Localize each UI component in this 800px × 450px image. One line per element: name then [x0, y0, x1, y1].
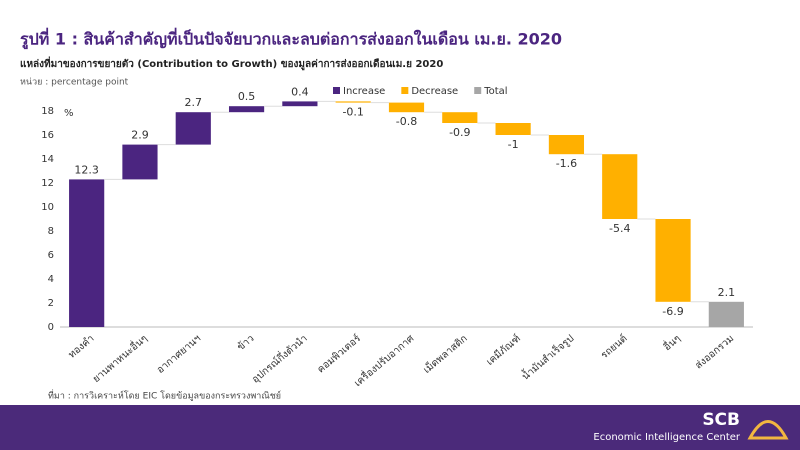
footer-band — [0, 405, 800, 450]
x-tick-label: ทองคำ — [67, 333, 97, 361]
x-tick-label: อุปกรณ์กึ่งตัวนำ — [248, 331, 310, 386]
value-label: -6.9 — [662, 305, 683, 318]
bar — [655, 219, 691, 302]
value-label: -5.4 — [609, 222, 630, 235]
chart-title: รูปที่ 1 : สินค้าสำคัญที่เป็นปัจจัยบวกแล… — [20, 28, 562, 51]
brand: SCB — [702, 410, 740, 430]
bar — [708, 301, 744, 327]
value-label: 0.4 — [291, 85, 309, 98]
unit-note: หน่วย : percentage point — [20, 78, 129, 88]
legend-swatch — [333, 87, 340, 94]
x-tick-label: น้ำมันสำเร็จรูป — [518, 331, 576, 383]
legend-label: Increase — [343, 86, 385, 97]
legend-label: Decrease — [411, 86, 458, 97]
x-tick-label: เม็ดพลาสติก — [420, 331, 470, 376]
y-axis-label: % — [64, 108, 74, 119]
bar — [602, 154, 638, 219]
y-tick-label: 0 — [48, 322, 54, 333]
x-tick-label: คอมพิวเตอร์ — [315, 332, 364, 376]
bar — [548, 135, 585, 155]
legend-swatch — [474, 87, 482, 94]
bar — [69, 179, 105, 327]
bar — [122, 144, 158, 180]
y-tick-label: 10 — [41, 202, 54, 213]
y-tick-label: 8 — [48, 226, 54, 237]
y-tick-label: 6 — [48, 250, 54, 261]
bar — [335, 101, 371, 103]
x-tick-label: อื่นๆ — [660, 331, 683, 353]
legend-label: Total — [483, 86, 507, 97]
x-tick-label: รถยนต์ — [598, 332, 629, 361]
x-tick-label: อากาศยานฯ — [155, 333, 203, 376]
value-label: -0.9 — [449, 126, 470, 139]
y-tick-label: 4 — [48, 274, 54, 285]
value-label: -0.1 — [342, 106, 363, 119]
value-label: 2.9 — [131, 129, 149, 142]
y-tick-label: 16 — [41, 130, 54, 141]
y-tick-label: 2 — [48, 298, 54, 309]
bar — [282, 101, 318, 107]
value-label: -1 — [508, 138, 519, 151]
x-tick-label: ยานพาหนะอื่นๆ — [89, 331, 150, 385]
bar — [388, 102, 425, 113]
x-tick-label: เคมีภัณฑ์ — [484, 332, 523, 367]
x-tick-label: ส่งออกรวม — [693, 333, 736, 371]
value-label: 0.5 — [238, 90, 256, 103]
value-label: 2.7 — [185, 96, 203, 109]
brand-sub: Economic Intelligence Center — [593, 432, 740, 443]
chart-subtitle: แหล่งที่มาของการขยายตัว (Contribution to… — [20, 56, 443, 71]
brand-logo — [747, 420, 789, 440]
bar — [442, 112, 478, 123]
y-tick-label: 14 — [41, 154, 54, 165]
value-label: 2.1 — [718, 286, 736, 299]
value-label: -1.6 — [556, 157, 577, 170]
bar — [228, 106, 265, 113]
y-tick-label: 18 — [41, 106, 54, 117]
x-tick-label: ข้าว — [235, 332, 257, 353]
value-label: -0.8 — [396, 115, 417, 128]
bar — [175, 112, 211, 145]
source-note: ที่มา : การวิเคราะห์โดย EIC โดยข้อมูลของ… — [48, 389, 281, 402]
y-tick-label: 12 — [41, 178, 54, 189]
value-label: 12.3 — [74, 163, 99, 176]
legend-swatch — [401, 87, 409, 94]
bar — [495, 123, 531, 135]
